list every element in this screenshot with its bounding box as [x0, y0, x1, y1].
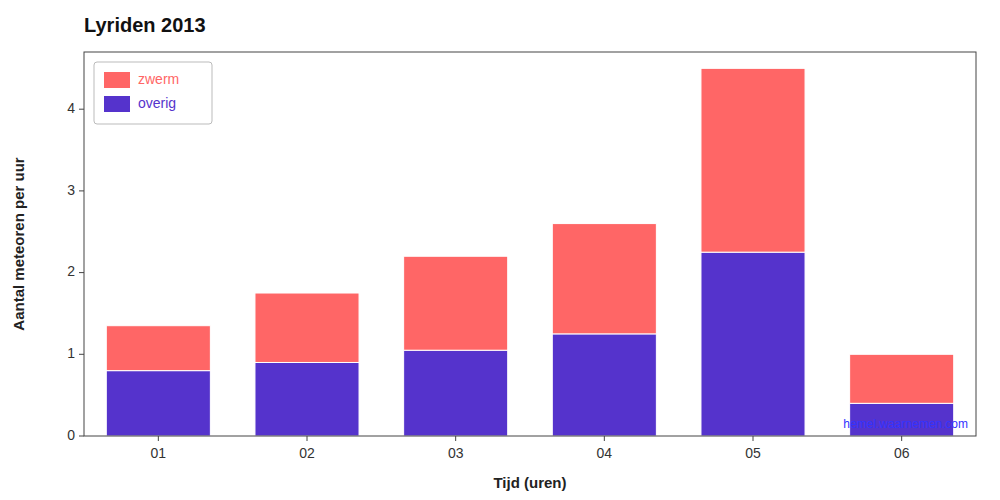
y-tick	[79, 190, 84, 191]
bars	[106, 68, 953, 436]
bar-segment	[850, 354, 954, 403]
bar-segment	[255, 362, 359, 436]
x-tick	[604, 436, 605, 441]
y-tick-label: 2	[67, 263, 75, 279]
bar-segment	[701, 68, 805, 252]
bar-segment	[552, 224, 656, 334]
y-tick-label: 0	[67, 427, 75, 443]
bar-segment	[106, 371, 210, 436]
x-tick-label: 01	[151, 445, 167, 461]
y-tick-label: 1	[67, 345, 75, 361]
legend-swatch	[104, 72, 130, 88]
title: Lyriden 2013	[84, 14, 206, 36]
y-axis-label: Aantal meteoren per uur	[10, 157, 27, 331]
bar-segment	[701, 252, 805, 436]
bar-segment	[404, 350, 508, 436]
x-tick-label: 04	[597, 445, 613, 461]
legend-label: zwerm	[138, 71, 179, 87]
x-tick	[307, 436, 308, 441]
x-tick	[753, 436, 754, 441]
x-tick-label: 03	[448, 445, 464, 461]
plot-frame	[84, 52, 976, 436]
x-tick-label: 06	[894, 445, 910, 461]
legend: zwerm overig	[94, 62, 212, 124]
y-tick	[79, 272, 84, 273]
chart: 01234010203040506Tijd (uren)Aantal meteo…	[0, 0, 1000, 500]
x-tick	[901, 436, 902, 441]
legend-box	[94, 62, 212, 124]
x-tick	[455, 436, 456, 441]
bar-segment	[255, 293, 359, 362]
bar-segment	[106, 326, 210, 371]
legend-swatch	[104, 96, 130, 112]
y-tick-label: 3	[67, 182, 75, 198]
watermark: hemel.waarnemen.com	[843, 417, 968, 431]
x-tick-label: 05	[745, 445, 761, 461]
bar-segment	[552, 334, 656, 436]
x-axis-label: Tijd (uren)	[493, 474, 566, 491]
y-tick	[79, 109, 84, 110]
bar-segment	[404, 256, 508, 350]
legend-label: overig	[138, 95, 176, 111]
x-tick-label: 02	[299, 445, 315, 461]
x-tick	[158, 436, 159, 441]
y-tick	[79, 354, 84, 355]
y-tick	[79, 436, 84, 437]
y-tick-label: 4	[67, 100, 75, 116]
